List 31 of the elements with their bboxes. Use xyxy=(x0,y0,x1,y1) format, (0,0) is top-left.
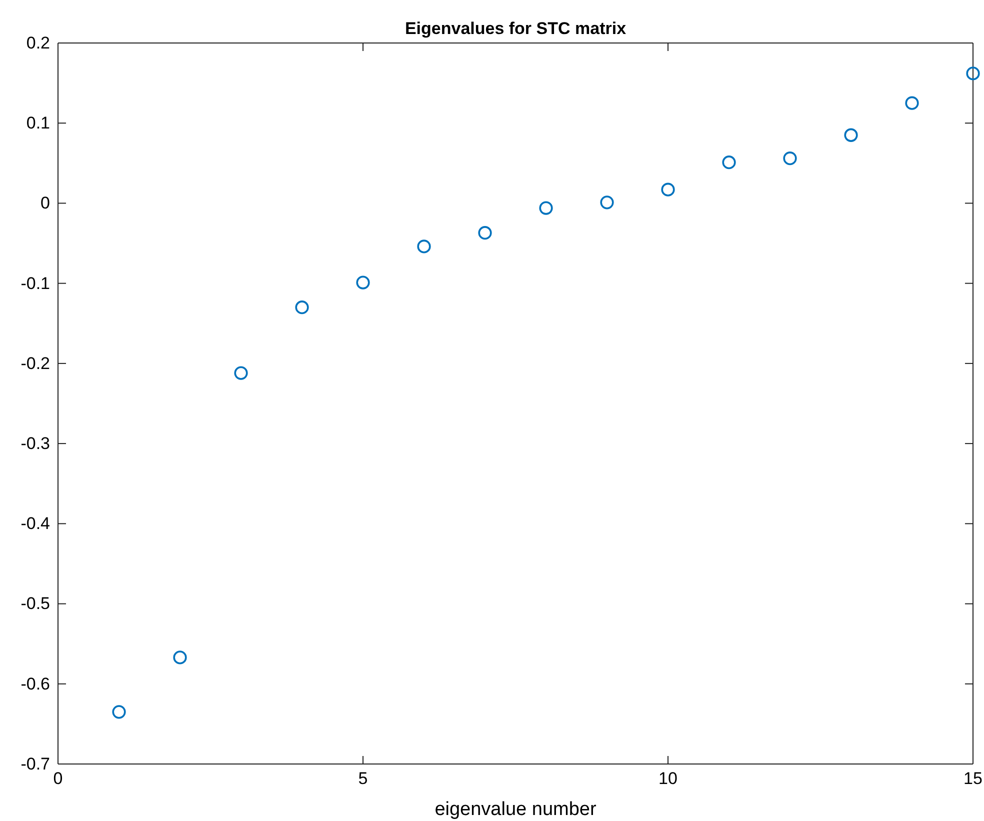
x-tick-label: 5 xyxy=(358,769,368,788)
chart-title: Eigenvalues for STC matrix xyxy=(404,19,627,38)
point xyxy=(783,152,797,166)
point xyxy=(966,66,980,80)
point xyxy=(417,240,431,254)
point xyxy=(478,226,492,240)
point xyxy=(661,182,675,196)
y-tick-label: 0 xyxy=(40,194,50,213)
point xyxy=(234,366,248,380)
y-tick-label: -0.3 xyxy=(20,434,50,453)
x-tick-label: 0 xyxy=(53,769,63,788)
point xyxy=(295,300,309,314)
y-tick-label: 0.2 xyxy=(26,33,50,52)
point xyxy=(356,276,370,290)
point xyxy=(539,201,553,215)
point xyxy=(173,650,187,664)
point xyxy=(722,156,736,170)
y-tick-label: 0.1 xyxy=(26,114,50,133)
x-tick-label: 15 xyxy=(964,769,982,788)
y-tick-label: -0.2 xyxy=(20,354,50,373)
y-tick-label: -0.7 xyxy=(20,754,50,774)
point xyxy=(600,196,614,210)
point xyxy=(905,96,919,110)
point xyxy=(844,128,858,142)
y-tick-label: -0.4 xyxy=(20,514,50,534)
x-axis-title: eigenvalue number xyxy=(434,799,597,820)
y-tick-label: -0.6 xyxy=(20,674,50,694)
y-tick-label: -0.1 xyxy=(20,274,50,293)
y-tick-label: -0.5 xyxy=(20,594,50,614)
point xyxy=(112,705,126,719)
x-tick-label: 10 xyxy=(658,769,678,788)
